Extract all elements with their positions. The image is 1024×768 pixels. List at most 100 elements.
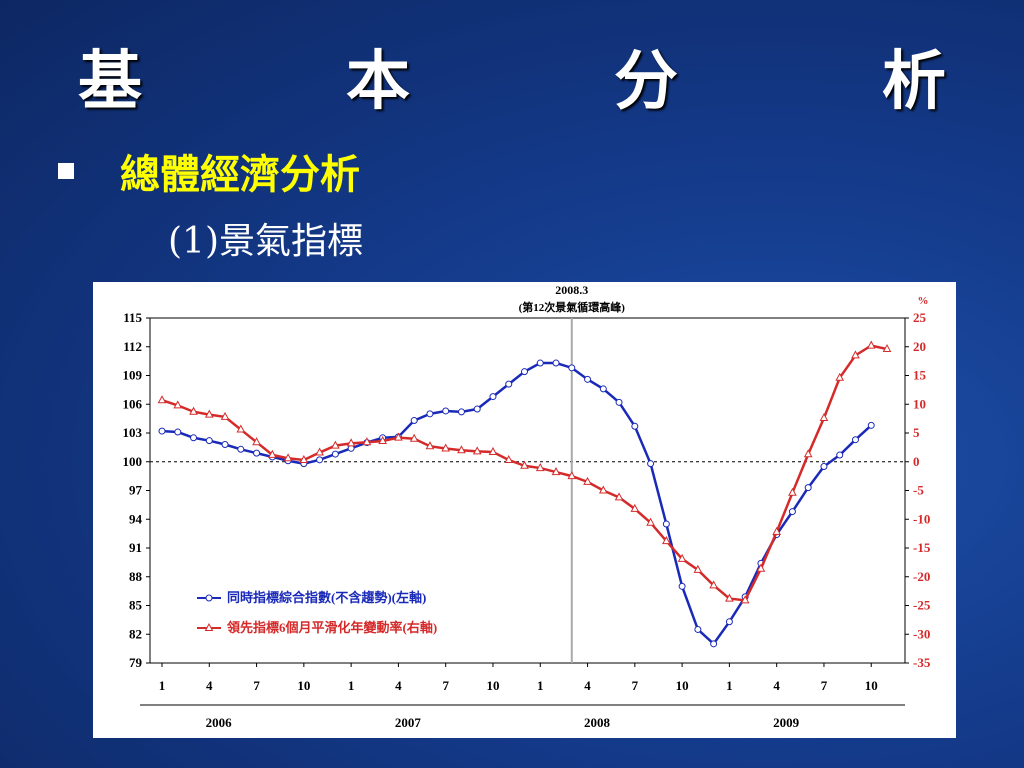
- series-point: [204, 409, 214, 418]
- series-line: [161, 361, 873, 646]
- x-tick-label: 10: [297, 678, 310, 693]
- right-tick-label: -10: [913, 511, 930, 526]
- series-point: [568, 364, 576, 372]
- series-point: [283, 453, 293, 462]
- series-point: [614, 492, 624, 501]
- series-point: [316, 456, 324, 464]
- series-point: [803, 449, 813, 458]
- left-tick-label: 82: [129, 626, 142, 641]
- x-tick-label: 7: [632, 678, 639, 693]
- x-tick-label: 4: [773, 678, 780, 693]
- right-tick-label: 10: [913, 396, 926, 411]
- series-point: [157, 395, 167, 404]
- right-tick-label: 15: [913, 368, 927, 383]
- series-point: [315, 447, 324, 456]
- legend-label: 同時指標綜合指數(不含趨勢)(左軸): [227, 590, 426, 605]
- series-point: [521, 368, 528, 376]
- series-point: [536, 359, 544, 367]
- x-tick-label: 1: [537, 678, 544, 693]
- series-point: [346, 438, 356, 447]
- bullet-row: 總體經濟分析: [58, 142, 360, 200]
- series-point: [788, 508, 796, 516]
- left-tick-label: 115: [123, 310, 142, 325]
- series-point: [190, 434, 198, 442]
- series-point: [394, 432, 403, 441]
- series-point: [253, 449, 261, 457]
- series-point: [583, 476, 592, 485]
- right-axis-unit: %: [918, 295, 929, 307]
- series-point: [835, 372, 845, 381]
- right-tick-label: 25: [913, 310, 927, 325]
- left-tick-label: 112: [123, 339, 142, 354]
- x-tick-label: 10: [676, 678, 689, 693]
- x-tick-label: 1: [348, 678, 355, 693]
- slide-title: 基 本 分 析: [78, 44, 1016, 119]
- year-label: 2006: [206, 715, 233, 730]
- series-point: [678, 582, 686, 590]
- series-point: [489, 393, 497, 401]
- annotation-title: 2008.3: [555, 283, 588, 297]
- x-tick-label: 7: [253, 678, 260, 693]
- series-point: [158, 427, 166, 435]
- series-point: [473, 405, 481, 413]
- series-point: [819, 412, 829, 422]
- x-tick-label: 10: [486, 678, 499, 693]
- series-point: [631, 422, 639, 430]
- left-tick-label: 97: [129, 483, 143, 498]
- series-point: [630, 503, 640, 512]
- series-point: [520, 460, 529, 469]
- series-point: [488, 446, 498, 455]
- x-tick-label: 10: [865, 678, 878, 693]
- series-point: [584, 375, 592, 383]
- left-tick-label: 91: [129, 540, 142, 555]
- right-tick-label: -20: [913, 569, 930, 584]
- series-point: [804, 484, 812, 492]
- series-point: [851, 436, 859, 444]
- annotation-subtitle: (第12次景氣循環高峰): [519, 300, 626, 314]
- chart-panel: 2008.3 (第12次景氣循環高峰)% 115 112 109 106 103 100 97 9…: [93, 282, 956, 738]
- series-point: [772, 526, 782, 535]
- series-point: [694, 625, 702, 633]
- series-point: [709, 580, 718, 589]
- series-point: [788, 487, 797, 496]
- right-tick-label: -15: [913, 540, 931, 555]
- series-point: [615, 398, 623, 406]
- series-point: [756, 563, 766, 572]
- series-point: [882, 343, 892, 353]
- series-point: [504, 454, 514, 464]
- series-point: [820, 463, 828, 471]
- left-tick-label: 100: [123, 454, 143, 469]
- series-point: [237, 445, 245, 453]
- series-point: [677, 553, 687, 562]
- series-point: [662, 536, 671, 545]
- legend-swatch-marker: [204, 622, 214, 631]
- series-point: [220, 411, 230, 420]
- right-tick-label: -5: [913, 483, 924, 498]
- right-tick-label: 5: [913, 425, 920, 440]
- series-point: [552, 359, 560, 367]
- series-point: [693, 564, 703, 573]
- series-point: [378, 435, 387, 445]
- series-point: [442, 407, 450, 415]
- year-label: 2008: [584, 715, 611, 730]
- series-point: [236, 424, 246, 433]
- x-tick-label: 7: [442, 678, 449, 693]
- x-tick-label: 4: [584, 678, 591, 693]
- sub-heading: (1)景氣指標: [168, 221, 363, 262]
- series-point: [567, 471, 577, 480]
- right-tick-label: 20: [913, 339, 926, 354]
- chart-svg: 2008.3(第12次景氣循環高峰)%115112109106103100979…: [123, 283, 931, 730]
- series-point: [647, 460, 655, 468]
- series-point: [426, 410, 434, 418]
- series-point: [362, 437, 372, 446]
- x-tick-label: 1: [726, 678, 733, 693]
- x-tick-label: 7: [821, 678, 828, 693]
- series-point: [173, 400, 183, 409]
- right-tick-label: -25: [913, 598, 931, 613]
- series-line: [161, 344, 888, 602]
- series-point: [866, 340, 876, 349]
- series-point: [267, 449, 277, 458]
- x-tick-label: 1: [159, 678, 166, 693]
- series-point: [441, 443, 451, 452]
- left-tick-label: 94: [129, 511, 143, 526]
